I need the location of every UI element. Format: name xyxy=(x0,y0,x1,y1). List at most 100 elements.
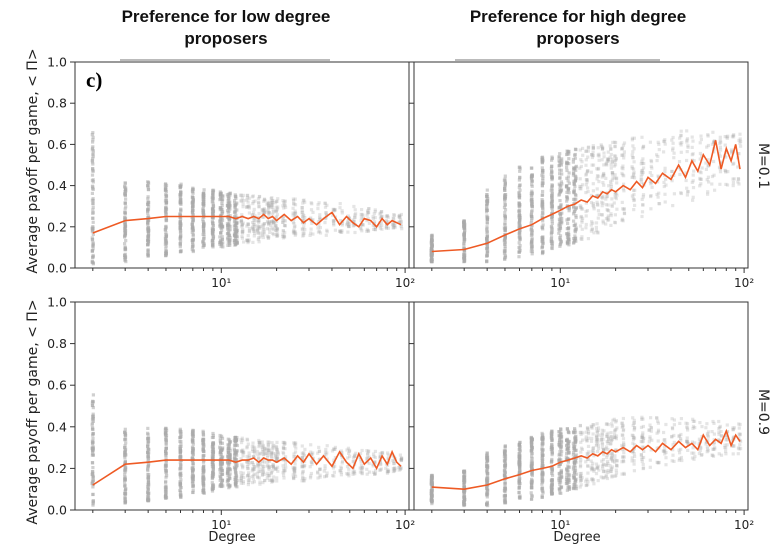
scatter-point xyxy=(219,222,224,226)
scatter-point xyxy=(571,173,576,177)
scatter-point xyxy=(240,223,244,227)
scatter-point xyxy=(690,180,694,184)
scatter-point xyxy=(594,194,599,199)
scatter-point xyxy=(400,456,404,460)
scatter-point xyxy=(257,440,261,445)
scatter-point xyxy=(201,211,205,215)
scatter-point xyxy=(485,231,489,235)
scatter-point xyxy=(91,393,95,397)
scatter-point xyxy=(164,189,168,194)
scatter-point xyxy=(430,499,434,504)
scatter-point xyxy=(123,188,128,192)
scatter-point xyxy=(250,444,254,448)
scatter-point xyxy=(550,479,554,483)
scatter-point xyxy=(604,161,609,165)
scatter-point xyxy=(271,462,275,467)
scatter-point xyxy=(233,228,237,232)
scatter-point xyxy=(179,442,183,446)
scatter-point xyxy=(366,211,370,215)
scatter-point xyxy=(485,493,489,497)
scatter-point xyxy=(348,448,352,452)
scatter-point xyxy=(361,216,365,220)
scatter-point xyxy=(245,224,249,228)
scatter-point xyxy=(258,226,262,230)
scatter-point xyxy=(291,473,295,477)
scatter-point xyxy=(281,236,286,240)
scatter-point xyxy=(251,200,255,204)
scatter-point xyxy=(398,465,402,469)
scatter-point xyxy=(485,461,489,466)
scatter-point xyxy=(400,457,404,461)
scatter-point xyxy=(503,214,507,218)
scatter-point xyxy=(620,166,624,170)
scatter-point xyxy=(738,137,742,141)
scatter-point xyxy=(578,224,583,228)
scatter-point xyxy=(353,230,357,235)
scatter-point xyxy=(649,182,653,186)
scatter-point xyxy=(605,434,609,439)
scatter-point xyxy=(91,155,95,159)
scatter-point xyxy=(252,445,256,449)
scatter-point xyxy=(558,438,562,442)
scatter-point xyxy=(589,223,593,227)
y-tick-label: 0.6 xyxy=(47,137,67,152)
scatter-point xyxy=(191,432,195,436)
scatter-point xyxy=(91,247,95,251)
scatter-point xyxy=(567,444,571,448)
scatter-point xyxy=(560,172,564,176)
scatter-point xyxy=(201,204,206,208)
scatter-point xyxy=(584,460,588,464)
scatter-point xyxy=(318,213,322,217)
scatter-point xyxy=(649,207,653,211)
scatter-point xyxy=(308,465,312,469)
scatter-point xyxy=(610,438,614,443)
scatter-point xyxy=(620,153,624,157)
scatter-point xyxy=(517,241,521,245)
scatter-point xyxy=(239,193,243,197)
scatter-point xyxy=(291,466,295,470)
scatter-point xyxy=(559,427,563,431)
scatter-point xyxy=(256,227,260,231)
scatter-point xyxy=(620,443,624,448)
scatter-point xyxy=(255,475,259,479)
scatter-point xyxy=(517,222,521,226)
scatter-point xyxy=(590,153,594,157)
scatter-point xyxy=(571,453,575,457)
scatter-point xyxy=(146,437,150,441)
scatter-point xyxy=(566,175,570,179)
scatter-point xyxy=(271,478,275,482)
scatter-point xyxy=(201,195,205,199)
scatter-point xyxy=(379,215,384,219)
scatter-point xyxy=(146,459,150,463)
scatter-point xyxy=(518,188,522,192)
scatter-point xyxy=(591,203,595,208)
scatter-point xyxy=(191,186,195,190)
scatter-point xyxy=(574,479,578,484)
scatter-point xyxy=(253,448,257,452)
scatter-point xyxy=(262,197,267,201)
scatter-point xyxy=(559,180,563,184)
scatter-point xyxy=(267,221,271,225)
scatter-point xyxy=(366,210,370,214)
scatter-point xyxy=(386,468,390,472)
scatter-point xyxy=(309,450,313,454)
scatter-point xyxy=(557,223,561,227)
scatter-point xyxy=(615,193,619,197)
scatter-point xyxy=(234,239,238,243)
scatter-point xyxy=(267,465,271,469)
scatter-point xyxy=(529,491,533,495)
scatter-point xyxy=(257,218,261,223)
scatter-point xyxy=(316,230,321,234)
scatter-point xyxy=(226,237,230,241)
scatter-point xyxy=(323,201,327,205)
scatter-point xyxy=(378,455,382,459)
scatter-point xyxy=(594,462,599,466)
scatter-point xyxy=(610,171,614,175)
scatter-point xyxy=(346,219,350,223)
scatter-point xyxy=(380,451,384,455)
scatter-point xyxy=(529,228,533,232)
scatter-point xyxy=(226,448,230,453)
scatter-point xyxy=(579,478,583,482)
scatter-point xyxy=(710,182,714,186)
